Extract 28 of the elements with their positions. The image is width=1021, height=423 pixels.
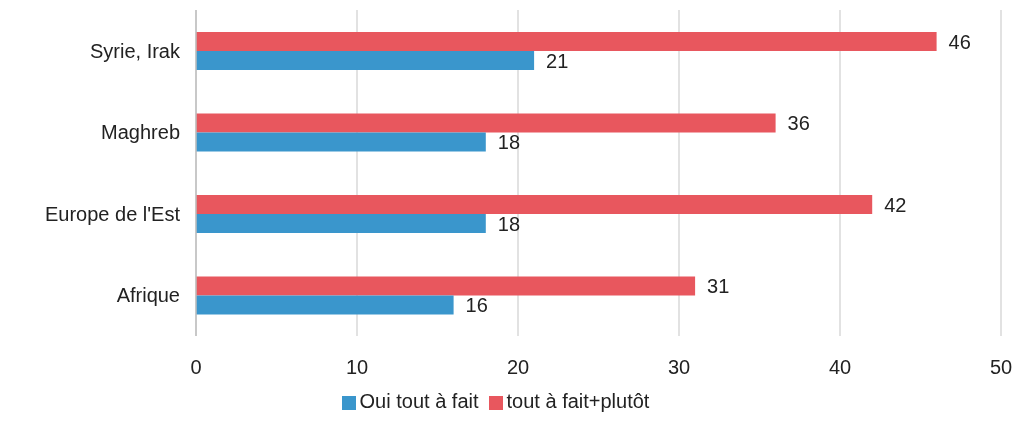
- data-label: 18: [497, 131, 521, 154]
- bar: [196, 132, 486, 152]
- bar: [196, 295, 454, 315]
- data-label: 18: [497, 212, 521, 235]
- x-tick-label: 20: [506, 356, 530, 379]
- bar: [196, 276, 696, 296]
- data-label: 46: [948, 30, 971, 53]
- x-tick-label: 30: [667, 356, 691, 379]
- y-tick-label: Afrique: [116, 284, 180, 307]
- legend-label: Oui tout à fait: [359, 390, 479, 412]
- x-tick-label: 0: [190, 356, 202, 379]
- data-label: 36: [787, 112, 810, 135]
- x-tick-label: 40: [828, 356, 852, 379]
- y-tick-label: Maghreb: [101, 121, 180, 144]
- y-tick-label: Europe de l'Est: [44, 202, 181, 225]
- bar: [196, 195, 873, 214]
- data-label: 21: [546, 49, 569, 72]
- x-tick-label: 10: [345, 356, 369, 379]
- bar: [196, 32, 937, 51]
- legend-label: tout à fait+plutôt: [506, 390, 650, 412]
- x-tick-label: 50: [989, 356, 1013, 379]
- bar: [196, 51, 535, 70]
- y-tick-label: Syrie, Irak: [89, 39, 181, 62]
- bar: [196, 214, 486, 233]
- data-label: 31: [707, 275, 730, 298]
- bar: [196, 113, 776, 133]
- data-label: 42: [884, 193, 907, 216]
- data-label: 16: [465, 294, 488, 317]
